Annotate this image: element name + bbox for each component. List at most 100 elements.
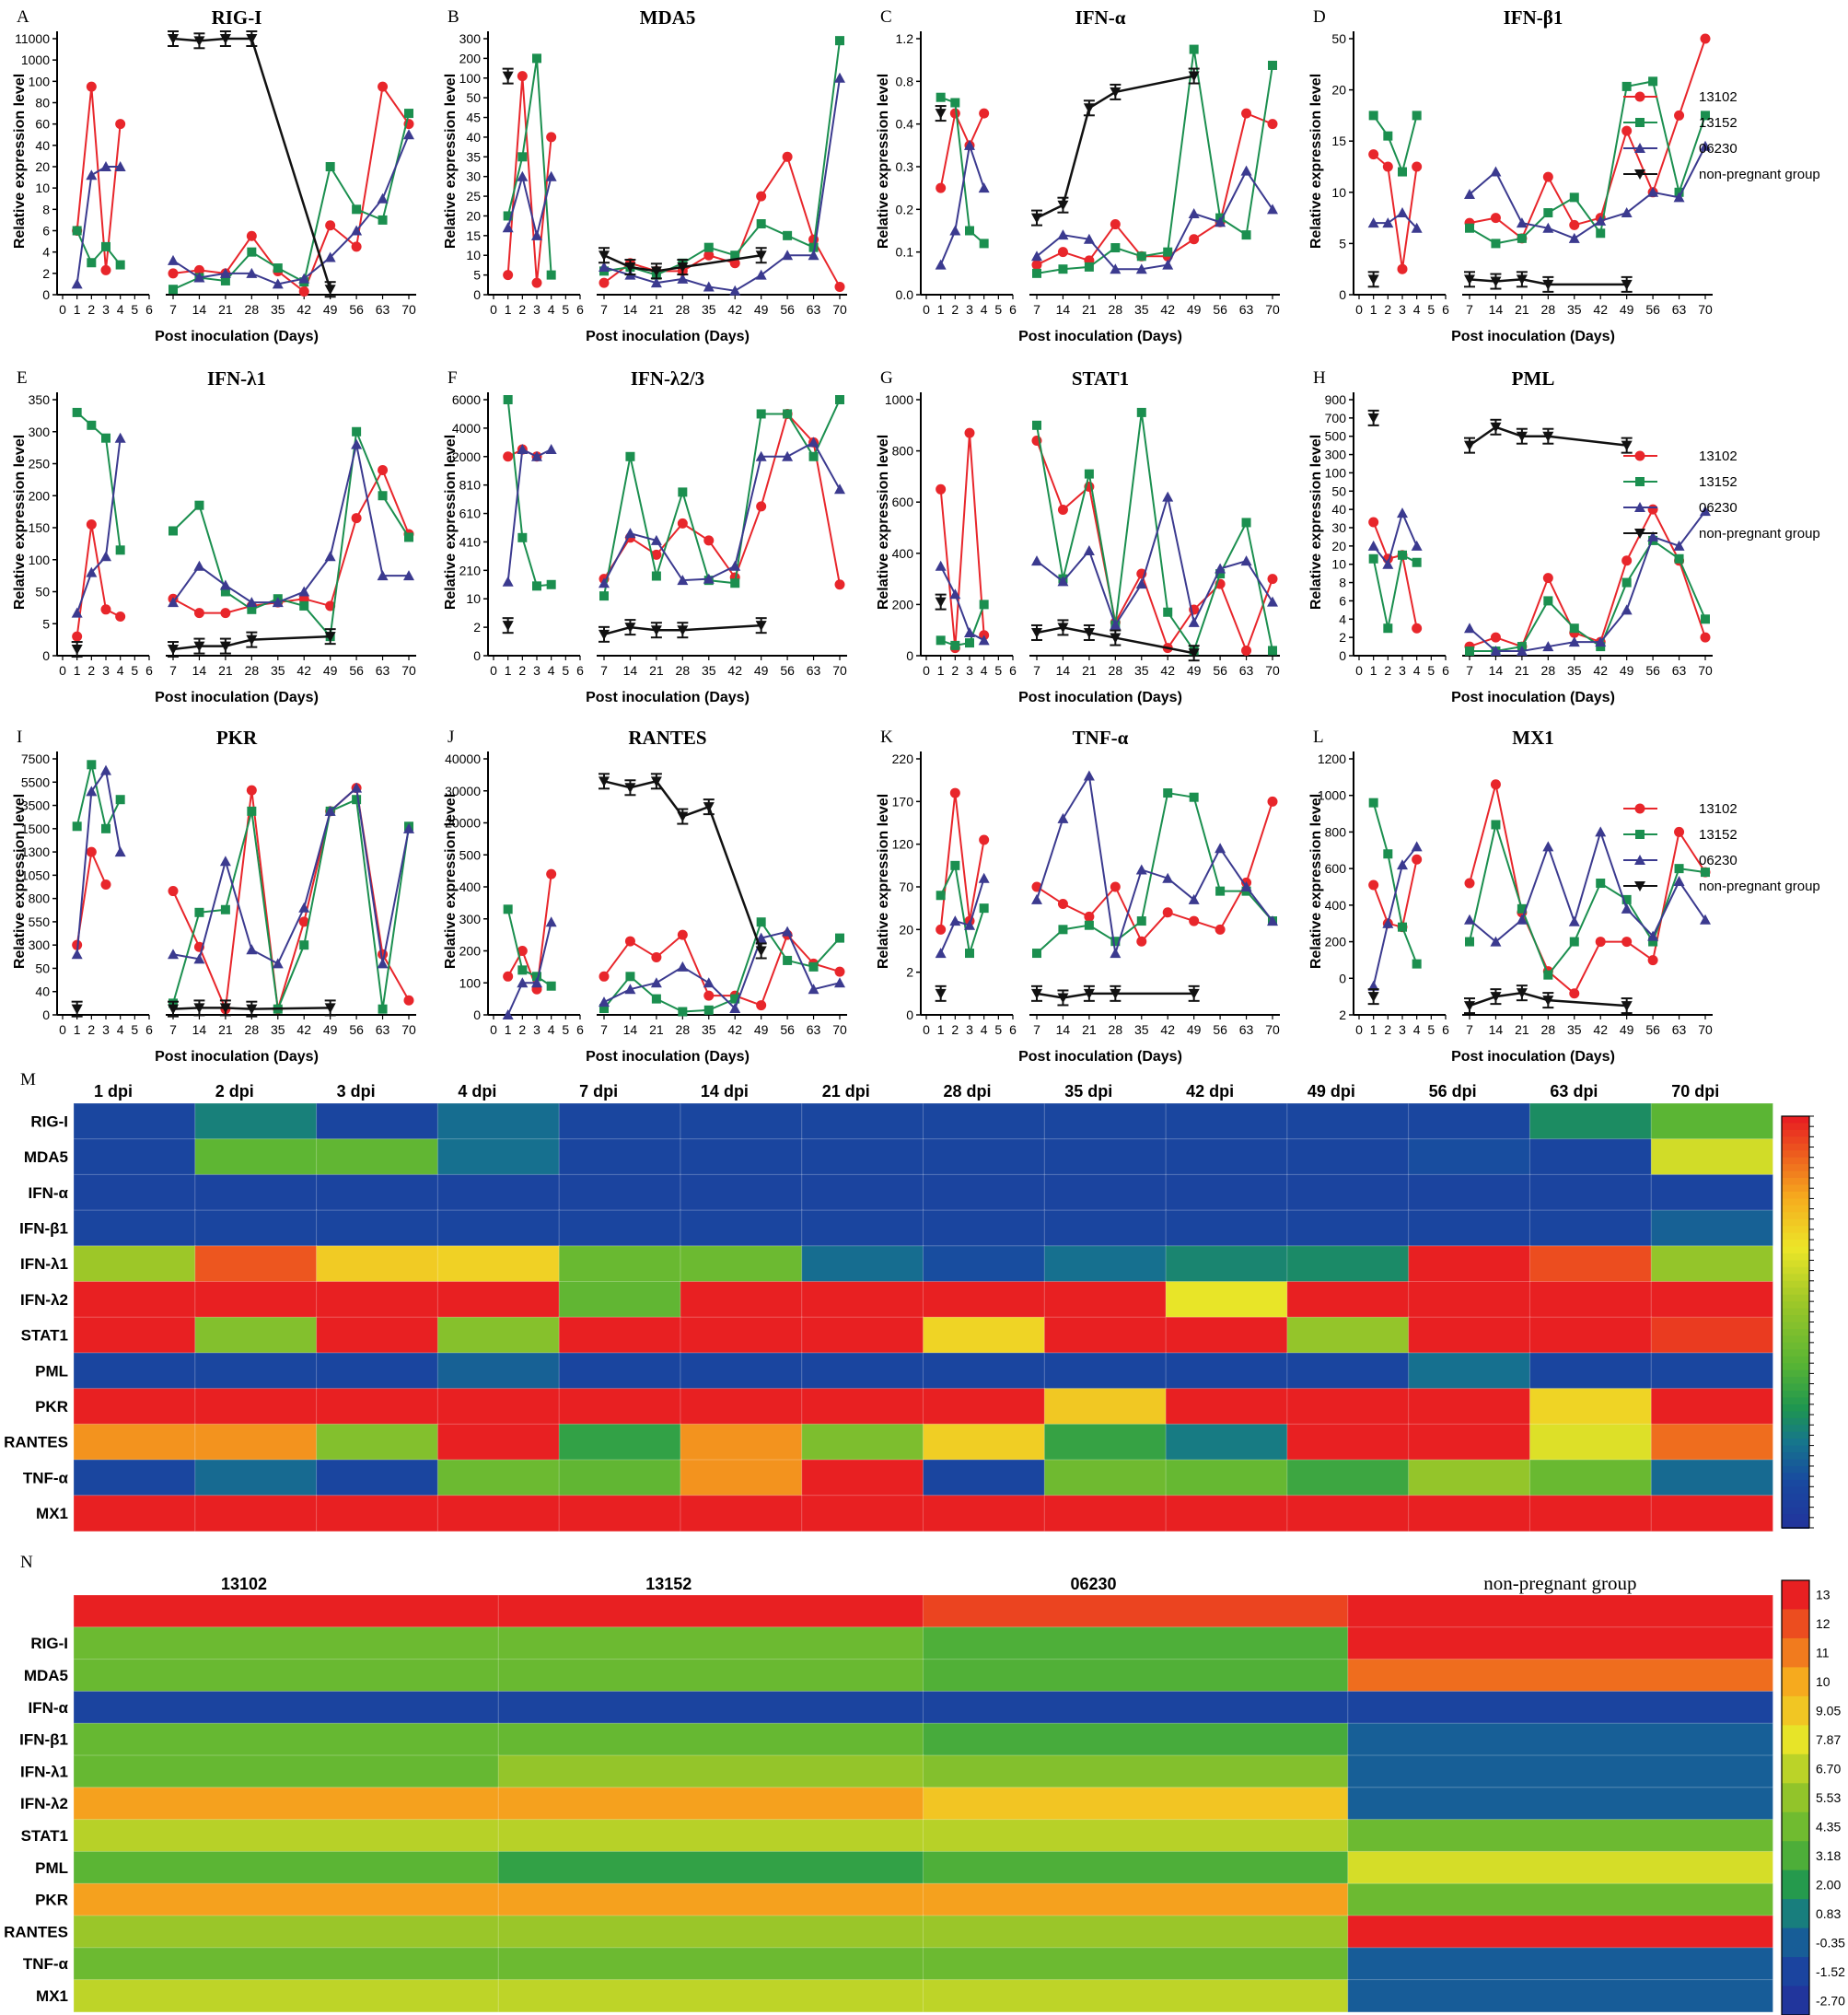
data-point — [599, 262, 610, 273]
y-tick-label: 2000 — [452, 449, 481, 464]
heatmap-cell — [73, 1690, 500, 1725]
heatmap-cell — [1043, 1173, 1168, 1212]
heatmap-cell — [316, 1388, 439, 1426]
series-non-pregnant-group — [599, 773, 767, 960]
data-point — [1490, 166, 1502, 177]
x-tick-label: 14 — [192, 302, 207, 317]
colorbar-segment — [1782, 1349, 1809, 1357]
series-line — [940, 96, 985, 245]
heatmap-cell — [73, 1659, 500, 1693]
row-label: MX1 — [36, 1505, 68, 1522]
data-point — [1188, 71, 1200, 82]
y-tick-label: 0.4 — [896, 117, 914, 132]
data-point — [298, 273, 310, 284]
x-tick-label: 5 — [562, 302, 569, 317]
series-06230 — [502, 72, 845, 296]
data-point — [964, 919, 975, 930]
data-point — [1491, 239, 1501, 249]
colorbar-segment — [1782, 1246, 1809, 1254]
series-13152 — [72, 760, 413, 1014]
heatmap-cell — [1650, 1138, 1773, 1176]
data-point — [1568, 232, 1580, 243]
y-axis-label: Relative expression level — [1308, 794, 1324, 969]
heatmap-cell — [316, 1173, 439, 1212]
series-line — [1469, 829, 1706, 943]
data-point — [1700, 914, 1711, 925]
data-point — [219, 34, 231, 44]
y-tick-label: 810 — [459, 478, 482, 493]
panel-letter: L — [1313, 728, 1324, 747]
data-point — [517, 965, 528, 975]
x-tick-label: 7 — [600, 302, 608, 317]
data-point — [1398, 922, 1407, 932]
panel-H: H PML Relative expression level Post inocul… — [1308, 367, 1713, 705]
heatmap-cell — [1165, 1173, 1288, 1212]
data-point — [965, 638, 974, 648]
y-tick-label: 100 — [29, 74, 51, 88]
data-point — [979, 834, 990, 845]
data-point — [1464, 440, 1475, 451]
y-tick-label: 800 — [1325, 824, 1347, 839]
data-point — [1516, 431, 1528, 442]
data-point — [87, 258, 97, 268]
colorbar-segment — [1782, 1356, 1809, 1365]
data-point — [1057, 200, 1069, 211]
heatmap-cell — [801, 1209, 924, 1247]
data-point — [1031, 893, 1042, 904]
x-tick-label: 1 — [74, 1022, 81, 1037]
heatmap-cell — [497, 1947, 924, 1981]
data-point — [86, 566, 98, 577]
data-point — [1595, 937, 1606, 948]
panel-E: E IFN-λ1 Relative expression level Post ino… — [12, 367, 416, 705]
data-point — [1569, 219, 1580, 230]
heatmap-cell — [923, 1173, 1046, 1212]
x-tick-label: 5 — [562, 663, 569, 678]
x-tick-label: 3 — [533, 1022, 540, 1037]
data-point — [1084, 911, 1095, 922]
data-point — [324, 551, 336, 562]
heatmap-cell — [73, 1787, 500, 1821]
data-point — [677, 273, 689, 284]
heatmap-cell — [316, 1352, 439, 1390]
data-point — [517, 532, 528, 542]
y-tick-label: 200 — [459, 51, 482, 65]
data-point — [168, 886, 179, 897]
data-point — [1412, 623, 1423, 634]
heatmap-cell — [194, 1209, 318, 1247]
data-point — [949, 915, 961, 926]
colorbar-segment — [1782, 1479, 1809, 1488]
x-tick-label: 4 — [117, 1022, 124, 1037]
colorbar-label: 12 — [1816, 1616, 1831, 1631]
data-point — [100, 264, 111, 275]
data-point — [978, 872, 990, 883]
data-point — [1110, 633, 1122, 644]
series-line — [1372, 521, 1418, 629]
series-non-pregnant-group — [502, 617, 767, 643]
heatmap-cell — [1347, 1915, 1773, 1949]
heatmap-cell — [1286, 1423, 1410, 1462]
heatmap-cell — [1650, 1245, 1773, 1283]
y-tick-label: 1050 — [21, 868, 50, 882]
data-point — [1621, 1001, 1633, 1012]
x-tick-label: 70 — [832, 302, 847, 317]
series-non-pregnant-group — [935, 593, 1200, 662]
data-point — [247, 806, 257, 816]
data-point — [193, 560, 205, 571]
data-point — [1464, 623, 1475, 634]
y-axis-label: Relative expression level — [443, 74, 459, 249]
data-point — [72, 821, 82, 832]
data-point — [1031, 627, 1042, 638]
data-point — [755, 946, 767, 957]
heatmap-cell — [1286, 1459, 1410, 1497]
data-point — [678, 487, 688, 497]
heatmap-cell — [73, 1102, 196, 1140]
row-label: STAT1 — [21, 1327, 68, 1345]
data-point — [1700, 140, 1711, 151]
heatmap-cell — [680, 1423, 803, 1462]
data-point — [599, 577, 610, 588]
data-point — [532, 972, 541, 982]
row-label: IFN-β1 — [19, 1219, 68, 1237]
y-tick-label: 50 — [1331, 483, 1346, 498]
x-tick-label: 56 — [1645, 663, 1660, 678]
data-point — [1110, 219, 1121, 230]
